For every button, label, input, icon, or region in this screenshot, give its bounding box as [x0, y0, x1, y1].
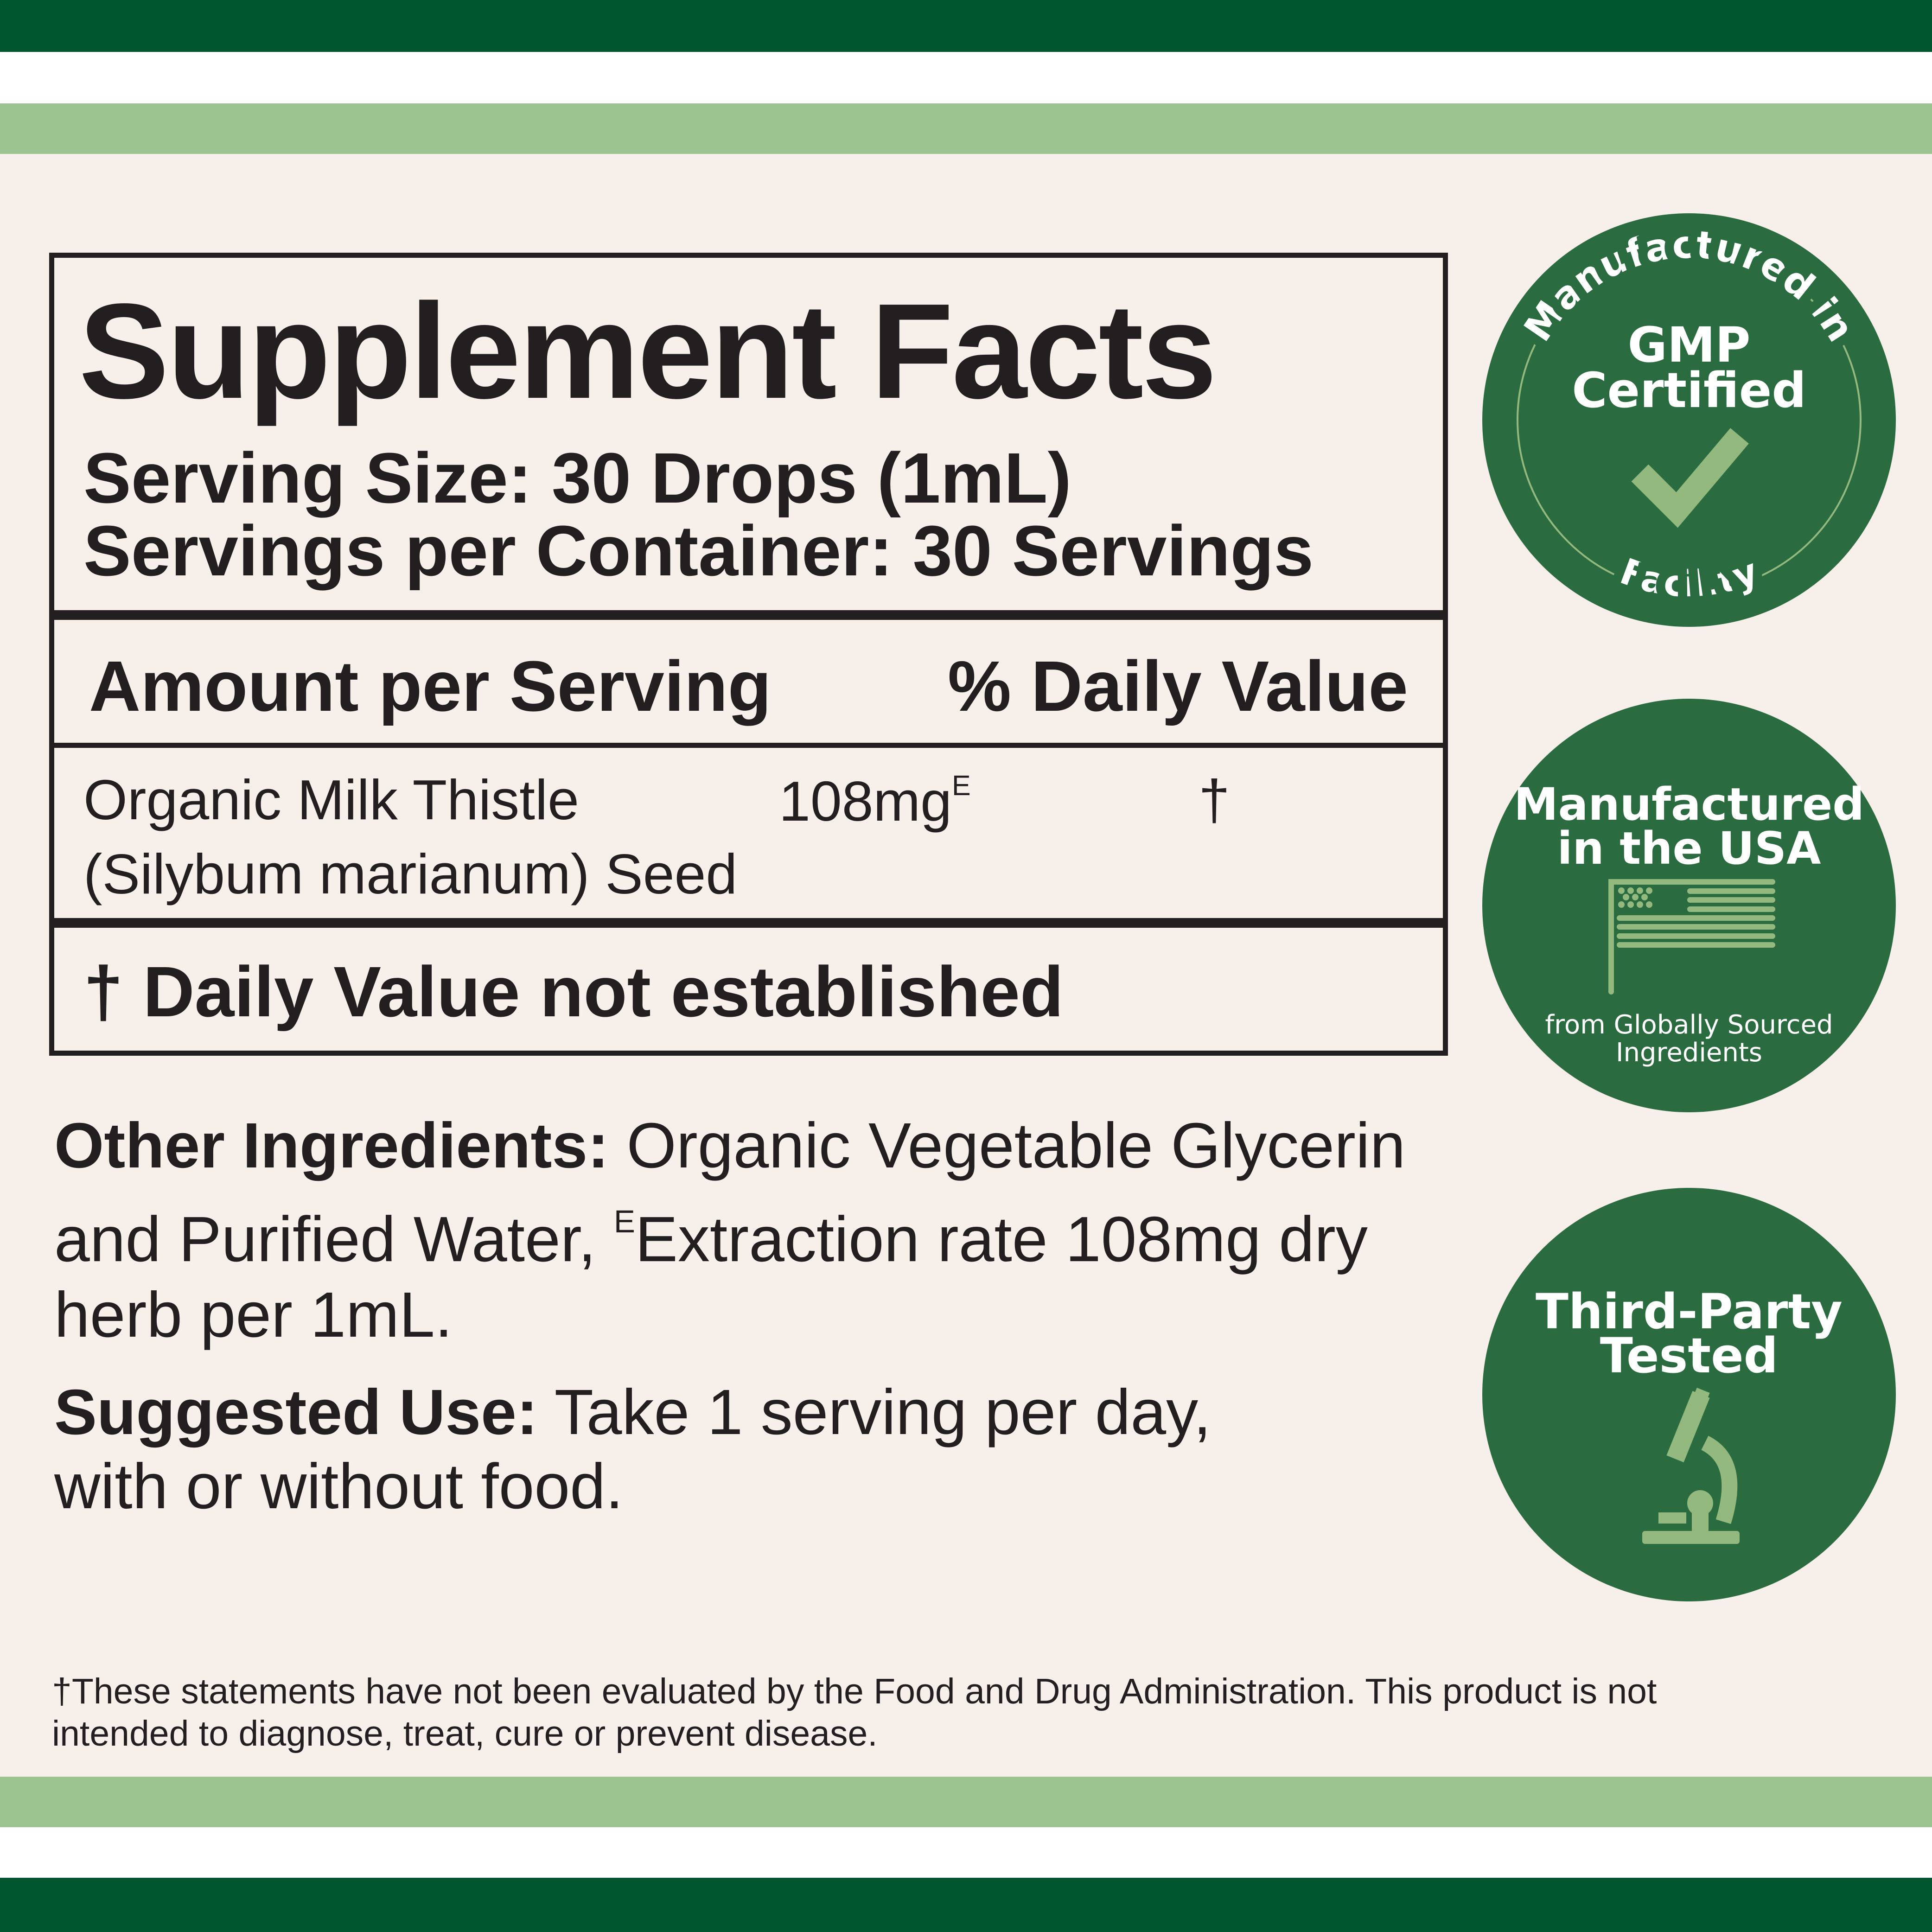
gmp-line2: Certified — [1572, 362, 1806, 419]
tested-line2: Tested — [1600, 1327, 1779, 1384]
thick-divider — [49, 918, 1448, 928]
bottom-light-band — [0, 1777, 1932, 1827]
other-ingredients-label: Other Ingredients: — [54, 1110, 609, 1181]
usa-sub1: from Globally Sourced — [1545, 1010, 1833, 1040]
usa-sub2: Ingredients — [1616, 1038, 1762, 1068]
thin-divider — [49, 743, 1448, 748]
other-ingredients: Other Ingredients: Organic Vegetable Gly… — [54, 1108, 1405, 1353]
amount-value: 108mg — [779, 769, 952, 833]
top-light-band — [0, 103, 1932, 154]
usa-line2: in the USA — [1557, 823, 1821, 874]
amount-header: Amount per Serving — [89, 646, 772, 726]
other-ingredients-text: Organic Vegetable Glycerin — [609, 1110, 1406, 1181]
top-dark-band — [0, 0, 1932, 52]
other-ingredients-text: herb per 1mL. — [54, 1279, 453, 1351]
gmp-badge-ring: Manufactured in Facility — [1506, 213, 1872, 614]
thick-divider — [49, 610, 1448, 620]
checkmark-icon — [1631, 428, 1749, 528]
servings-per-container: Servings per Container: 30 Servings — [83, 511, 1314, 591]
suggested-use-label: Suggested Use: — [54, 1377, 538, 1448]
other-ingredients-text: and Purified Water, — [54, 1204, 614, 1275]
us-flag-icon — [1608, 879, 1775, 995]
amount-superscript: E — [952, 770, 971, 801]
top-white-band — [0, 52, 1932, 103]
gmp-line1: GMP — [1627, 317, 1751, 373]
gmp-certified-badge: Manufactured in Facility GMP Certified — [1482, 213, 1896, 627]
ingredient-amount: 108mgE — [779, 772, 971, 829]
other-ingredients-text: Extraction rate 108mg dry — [635, 1204, 1368, 1275]
microscope-icon — [1642, 1387, 1740, 1544]
ingredient-name-line1: Organic Milk Thistle — [83, 768, 579, 831]
facts-title: Supplement Facts — [79, 275, 1217, 427]
suggested-use-text: Take 1 serving per day, — [537, 1377, 1211, 1448]
dv-header: % Daily Value — [948, 646, 1408, 726]
third-party-tested-badge: Third-Party Tested — [1482, 1188, 1896, 1601]
supplement-facts-panel — [49, 253, 1448, 1056]
tested-line1: Third-Party — [1536, 1283, 1843, 1340]
disclaimer: †These statements have not been evaluate… — [52, 1671, 1657, 1755]
ingredient-name-line2: (Silybum marianum) Seed — [83, 842, 738, 905]
bottom-dark-band — [0, 1878, 1932, 1932]
suggested-use-text: with or without food. — [54, 1451, 624, 1522]
disclaimer-line: intended to diagnose, treat, cure or pre… — [52, 1714, 878, 1753]
usa-line1: Manufactured — [1514, 778, 1864, 830]
disclaimer-line: †These statements have not been evaluate… — [52, 1671, 1657, 1711]
made-in-usa-badge: Manufactured in the USA from Globally So… — [1482, 699, 1896, 1112]
bottom-white-band — [0, 1827, 1932, 1878]
serving-size: Serving Size: 30 Drops (1mL) — [83, 438, 1071, 518]
arc-bottom-text: Facility — [1615, 551, 1764, 606]
suggested-use: Suggested Use: Take 1 serving per day, w… — [54, 1375, 1211, 1524]
extraction-superscript: E — [613, 1204, 635, 1239]
ingredient-dv: † — [1199, 768, 1230, 831]
dv-footnote: † Daily Value not established — [83, 952, 1064, 1032]
